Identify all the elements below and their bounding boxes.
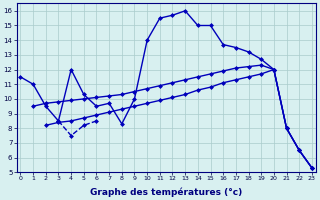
X-axis label: Graphe des températures (°c): Graphe des températures (°c): [90, 187, 242, 197]
